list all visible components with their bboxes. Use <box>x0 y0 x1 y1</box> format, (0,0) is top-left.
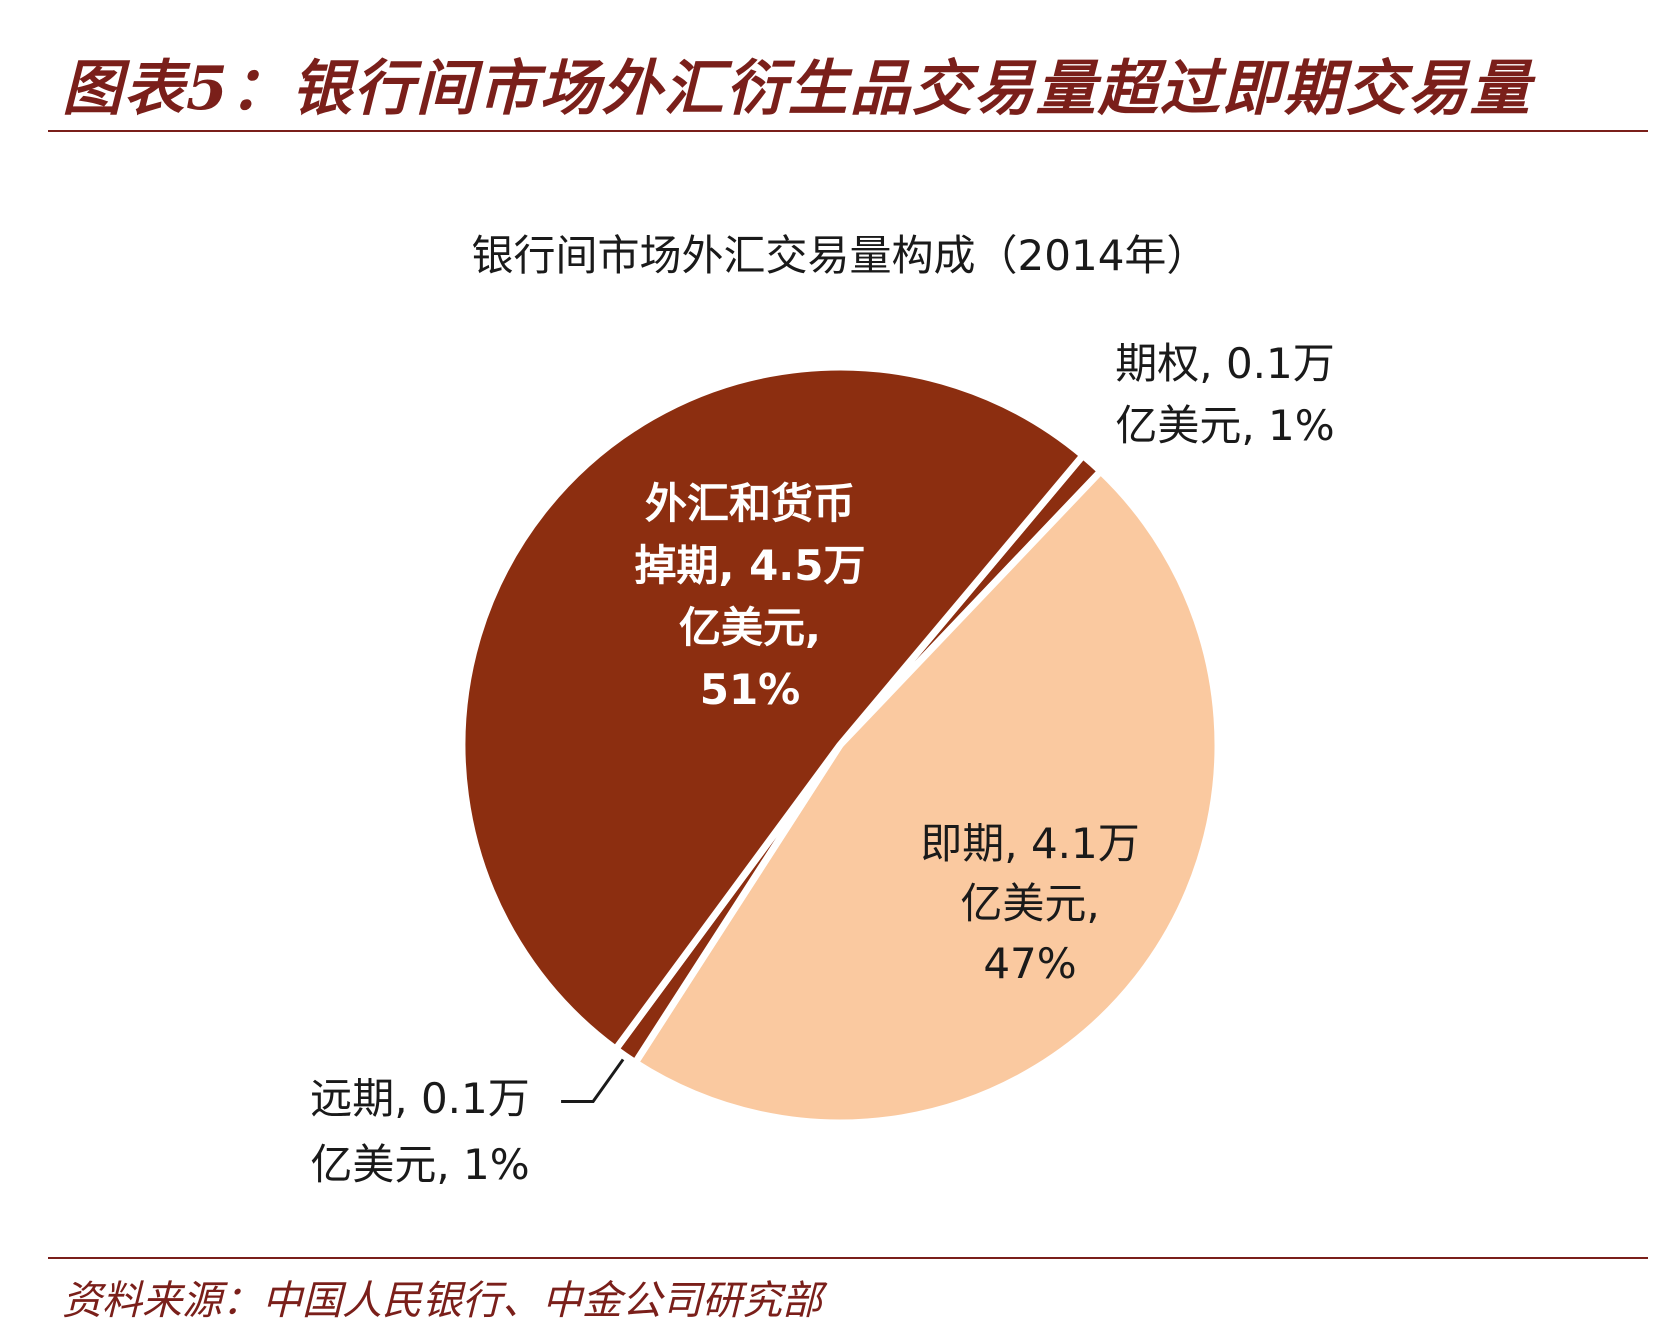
source-divider <box>48 1257 1648 1259</box>
slice-spot-label: 即期, 4.1万亿美元, 47% <box>920 819 1140 988</box>
slice-swap-label: 外汇和货币掉期, 4.5万亿美元, 51% <box>635 479 866 714</box>
slice-options-label: 期权, 0.1万亿美元, 1% <box>1115 339 1335 450</box>
slice-labels: 期权, 0.1万亿美元, 1% 即期, 4.1万亿美元, 47% 远期, 0.1万亿美… <box>310 339 1335 1189</box>
slice-swap <box>458 363 1087 1053</box>
chart-title: 银行间市场外汇交易量构成（2014年） <box>472 231 1209 280</box>
leader-lines <box>561 1058 625 1103</box>
slice-forward-label: 远期, 0.1万亿美元, 1% <box>310 1074 530 1189</box>
forward-leader-line <box>561 1058 625 1103</box>
slice-spot <box>631 467 1222 1127</box>
figure-title: 图表5：银行间市场外汇衍生品交易量超过即期交易量 <box>62 54 1532 124</box>
title-divider <box>48 130 1648 132</box>
pie-chart: 银行间市场外汇交易量构成（2014年） 期权, 0.1万亿美元, 1% 即期, 4… <box>310 231 1335 1189</box>
source-note: 资料来源：中国人民银行、中金公司研究部 <box>62 1278 822 1324</box>
pie-slices <box>458 363 1222 1127</box>
